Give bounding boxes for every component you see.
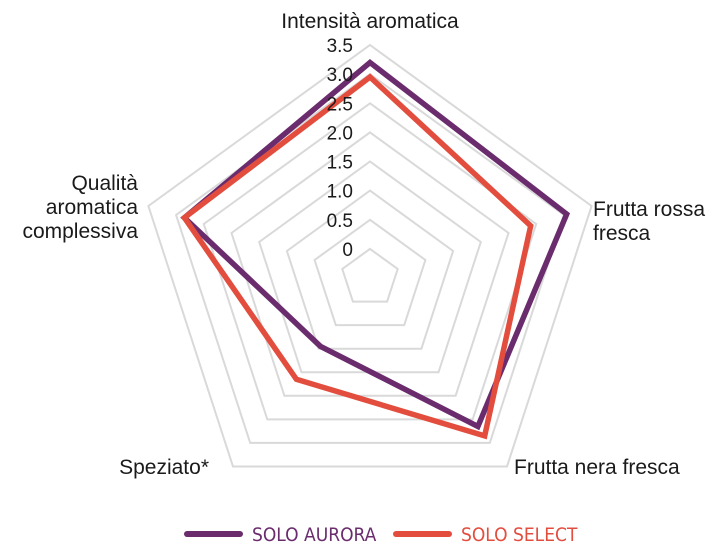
tick-label: 1.0 (327, 182, 353, 203)
tick-label: 2.0 (327, 123, 353, 144)
tick-label: 1.5 (327, 153, 353, 174)
grid-ring-7 (147, 43, 593, 468)
series-solo-aurora (180, 58, 571, 431)
axis-labels: Intensità aromatica Frutta rossa fresca Fru… (22, 10, 705, 479)
radar-series (180, 58, 571, 440)
series-solo-select (180, 73, 534, 440)
axis-label-2: Frutta nera fresca (514, 456, 680, 479)
tick-label: 0 (342, 240, 353, 261)
grid-ring-2 (285, 189, 455, 350)
axis-label-1: Frutta rossa fresca (593, 198, 705, 245)
axis-label-0: Intensità aromatica (281, 10, 459, 33)
radial-tick-labels: 0 0.5 1.0 1.5 2.0 2.5 3.0 3.5 (327, 36, 353, 261)
tick-label: 3.0 (327, 65, 353, 86)
legend-label-0: SOLO AURORA (252, 524, 377, 546)
grid-ring-1 (313, 218, 427, 327)
tick-label: 2.5 (327, 94, 353, 115)
legend-label-1: SOLO SELECT (461, 524, 578, 546)
axis-label-4: Qualità aromatica complessiva (22, 172, 138, 243)
grid-ring-0 (341, 247, 399, 303)
grid-ring-4 (230, 131, 510, 397)
grid-ring-6 (174, 72, 566, 444)
tick-label: 0.5 (327, 211, 353, 232)
axis-label-3: Speziato* (119, 456, 209, 479)
legend: SOLO AURORA SOLO SELECT (184, 524, 578, 546)
tick-label: 3.5 (327, 36, 353, 57)
